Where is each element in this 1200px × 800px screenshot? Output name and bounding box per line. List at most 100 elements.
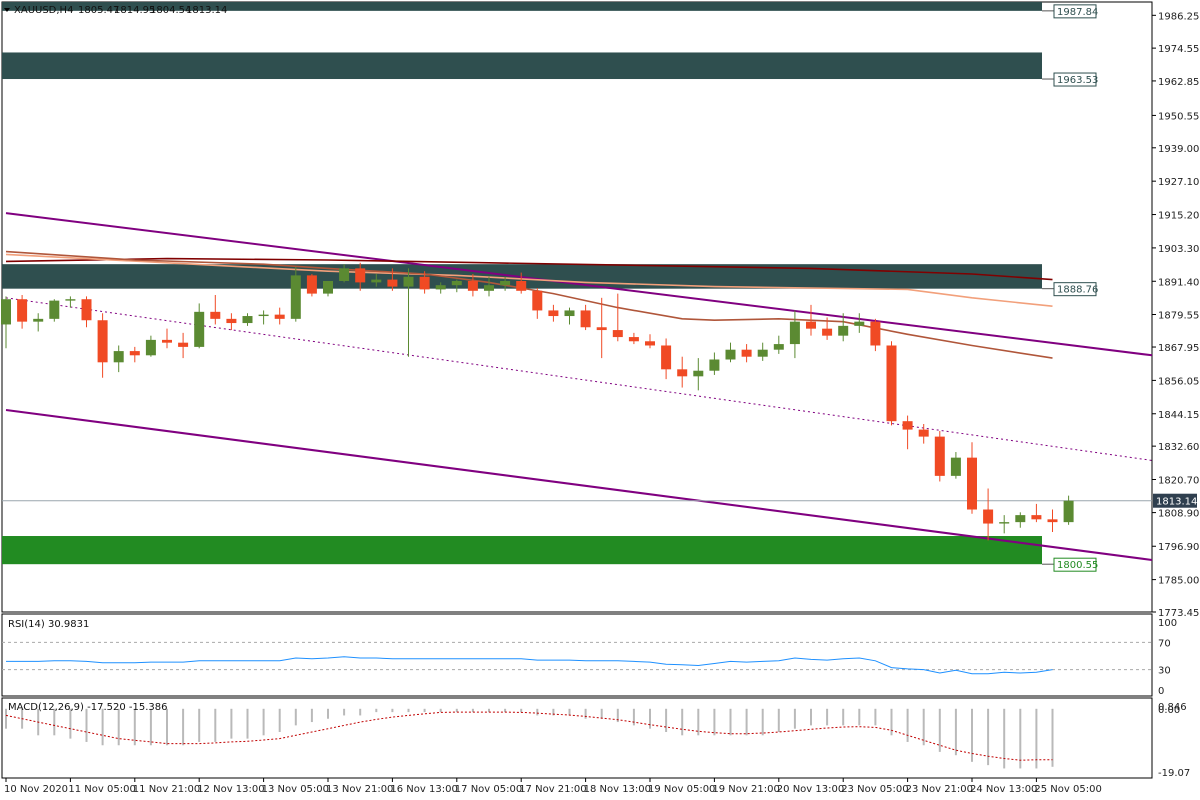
symbol-label: XAUUSD,H4 — [14, 5, 73, 16]
candle-body — [290, 275, 301, 319]
chart-header: XAUUSD,H4 1805.47 1814.95 1804.54 1813.1… — [4, 5, 227, 16]
candle-body — [612, 330, 623, 338]
rsi-pane[interactable] — [1, 613, 1153, 697]
candle-body — [870, 321, 881, 346]
candle-body — [1063, 500, 1074, 523]
macd-tick-label: -19.07 — [1158, 768, 1190, 779]
x-tick-label: 23 Nov 21:00 — [906, 784, 973, 795]
candle-body — [49, 300, 60, 319]
zone-price-label: 1888.76 — [1057, 285, 1098, 296]
y-tick-label: 1785.00 — [1158, 576, 1199, 587]
candle-body — [967, 457, 977, 510]
rsi-tick-label: 30 — [1158, 666, 1171, 677]
y-tick-label: 1844.15 — [1158, 410, 1199, 421]
y-tick-label: 1927.10 — [1158, 177, 1199, 188]
rsi-tick-label: 100 — [1158, 618, 1177, 629]
y-tick-label: 1808.90 — [1158, 509, 1199, 520]
main-pane[interactable] — [1, 1, 1153, 613]
zone-price-label: 1987.84 — [1057, 7, 1098, 18]
candle-body — [258, 314, 269, 317]
candle-body — [403, 276, 414, 287]
candle-body — [65, 299, 76, 301]
candle-body — [999, 522, 1010, 524]
candle-body — [806, 321, 816, 329]
x-tick-label: 19 Nov 21:00 — [712, 784, 779, 795]
candle-body — [451, 280, 462, 286]
candle-body — [129, 351, 140, 356]
x-tick-label: 25 Nov 05:00 — [1034, 784, 1101, 795]
y-tick-label: 1986.25 — [1158, 11, 1199, 22]
candle-body — [1047, 519, 1058, 523]
candle-body — [628, 337, 639, 342]
x-tick-label: 23 Nov 05:00 — [841, 784, 908, 795]
y-tick-label: 1950.55 — [1158, 111, 1199, 122]
candle-body — [838, 325, 849, 336]
candle-body — [210, 311, 221, 319]
ohlc-open: 1805.47 — [78, 5, 119, 16]
rsi-title: RSI(14) 30.9831 — [8, 619, 89, 630]
y-tick-label: 1939.00 — [1158, 144, 1199, 155]
y-tick-label: 1856.05 — [1158, 376, 1199, 387]
x-tick-label: 13 Nov 21:00 — [326, 784, 393, 795]
rsi-tick-label: 70 — [1158, 638, 1171, 649]
ohlc-high: 1814.95 — [114, 5, 155, 16]
candle-body — [81, 299, 92, 321]
macd-signal-line — [5, 711, 1053, 761]
x-tick-label: 17 Nov 05:00 — [455, 784, 522, 795]
candle-body — [306, 275, 317, 294]
candle-body — [789, 321, 800, 345]
ohlc-close: 1813.14 — [186, 5, 227, 16]
price-zone — [2, 536, 1042, 565]
candle-body — [983, 509, 994, 524]
x-tick-label: 24 Nov 13:00 — [970, 784, 1037, 795]
x-tick-label: 11 Nov 05:00 — [68, 784, 135, 795]
candle-body — [564, 310, 575, 317]
x-tick-label: 19 Nov 05:00 — [648, 784, 715, 795]
candle-body — [918, 429, 929, 437]
channel-line — [5, 408, 1153, 561]
candle-body — [661, 345, 672, 370]
candle-body — [178, 342, 189, 347]
zone-tag-box — [1053, 72, 1097, 87]
candle-body — [467, 280, 478, 291]
x-tick-label: 18 Nov 13:00 — [584, 784, 651, 795]
candle-body — [709, 359, 720, 371]
y-tick-label: 1832.60 — [1158, 442, 1199, 453]
candle-body — [822, 328, 833, 336]
candle-body — [677, 369, 688, 377]
x-tick-label: 16 Nov 13:00 — [390, 784, 457, 795]
candle-body — [323, 280, 333, 294]
candle-body — [500, 280, 511, 286]
channel-line — [5, 212, 1153, 357]
candle-body — [886, 345, 897, 422]
candle-body — [274, 314, 285, 319]
candle-body — [596, 327, 607, 331]
candle-body — [387, 279, 398, 287]
candle-body — [854, 321, 865, 326]
candle-body — [934, 436, 945, 476]
candle-body — [725, 349, 736, 360]
candle-body — [741, 349, 752, 357]
y-tick-label: 1891.40 — [1158, 277, 1199, 288]
candle-body — [194, 311, 205, 347]
y-tick-label: 1796.90 — [1158, 542, 1199, 553]
price-zone — [2, 2, 1042, 11]
candle-body — [902, 421, 913, 430]
zone-tag-box — [1053, 557, 1097, 572]
candle-body — [580, 310, 591, 328]
zone-tag-box — [1053, 282, 1097, 297]
zone-tag-box — [1053, 4, 1097, 19]
rsi-tick-label: 0 — [1158, 686, 1164, 697]
x-tick-label: 20 Nov 13:00 — [777, 784, 844, 795]
y-tick-label: 1903.30 — [1158, 244, 1199, 255]
candle-body — [97, 320, 108, 363]
symbol-menu-icon[interactable] — [4, 8, 10, 12]
candle-body — [33, 318, 44, 322]
x-tick-label: 12 Nov 13:00 — [197, 784, 264, 795]
candle-body — [17, 299, 28, 322]
candle-body — [339, 268, 350, 281]
y-tick-label: 1974.55 — [1158, 44, 1199, 55]
candle-body — [757, 349, 768, 357]
macd-pane[interactable] — [1, 697, 1153, 779]
